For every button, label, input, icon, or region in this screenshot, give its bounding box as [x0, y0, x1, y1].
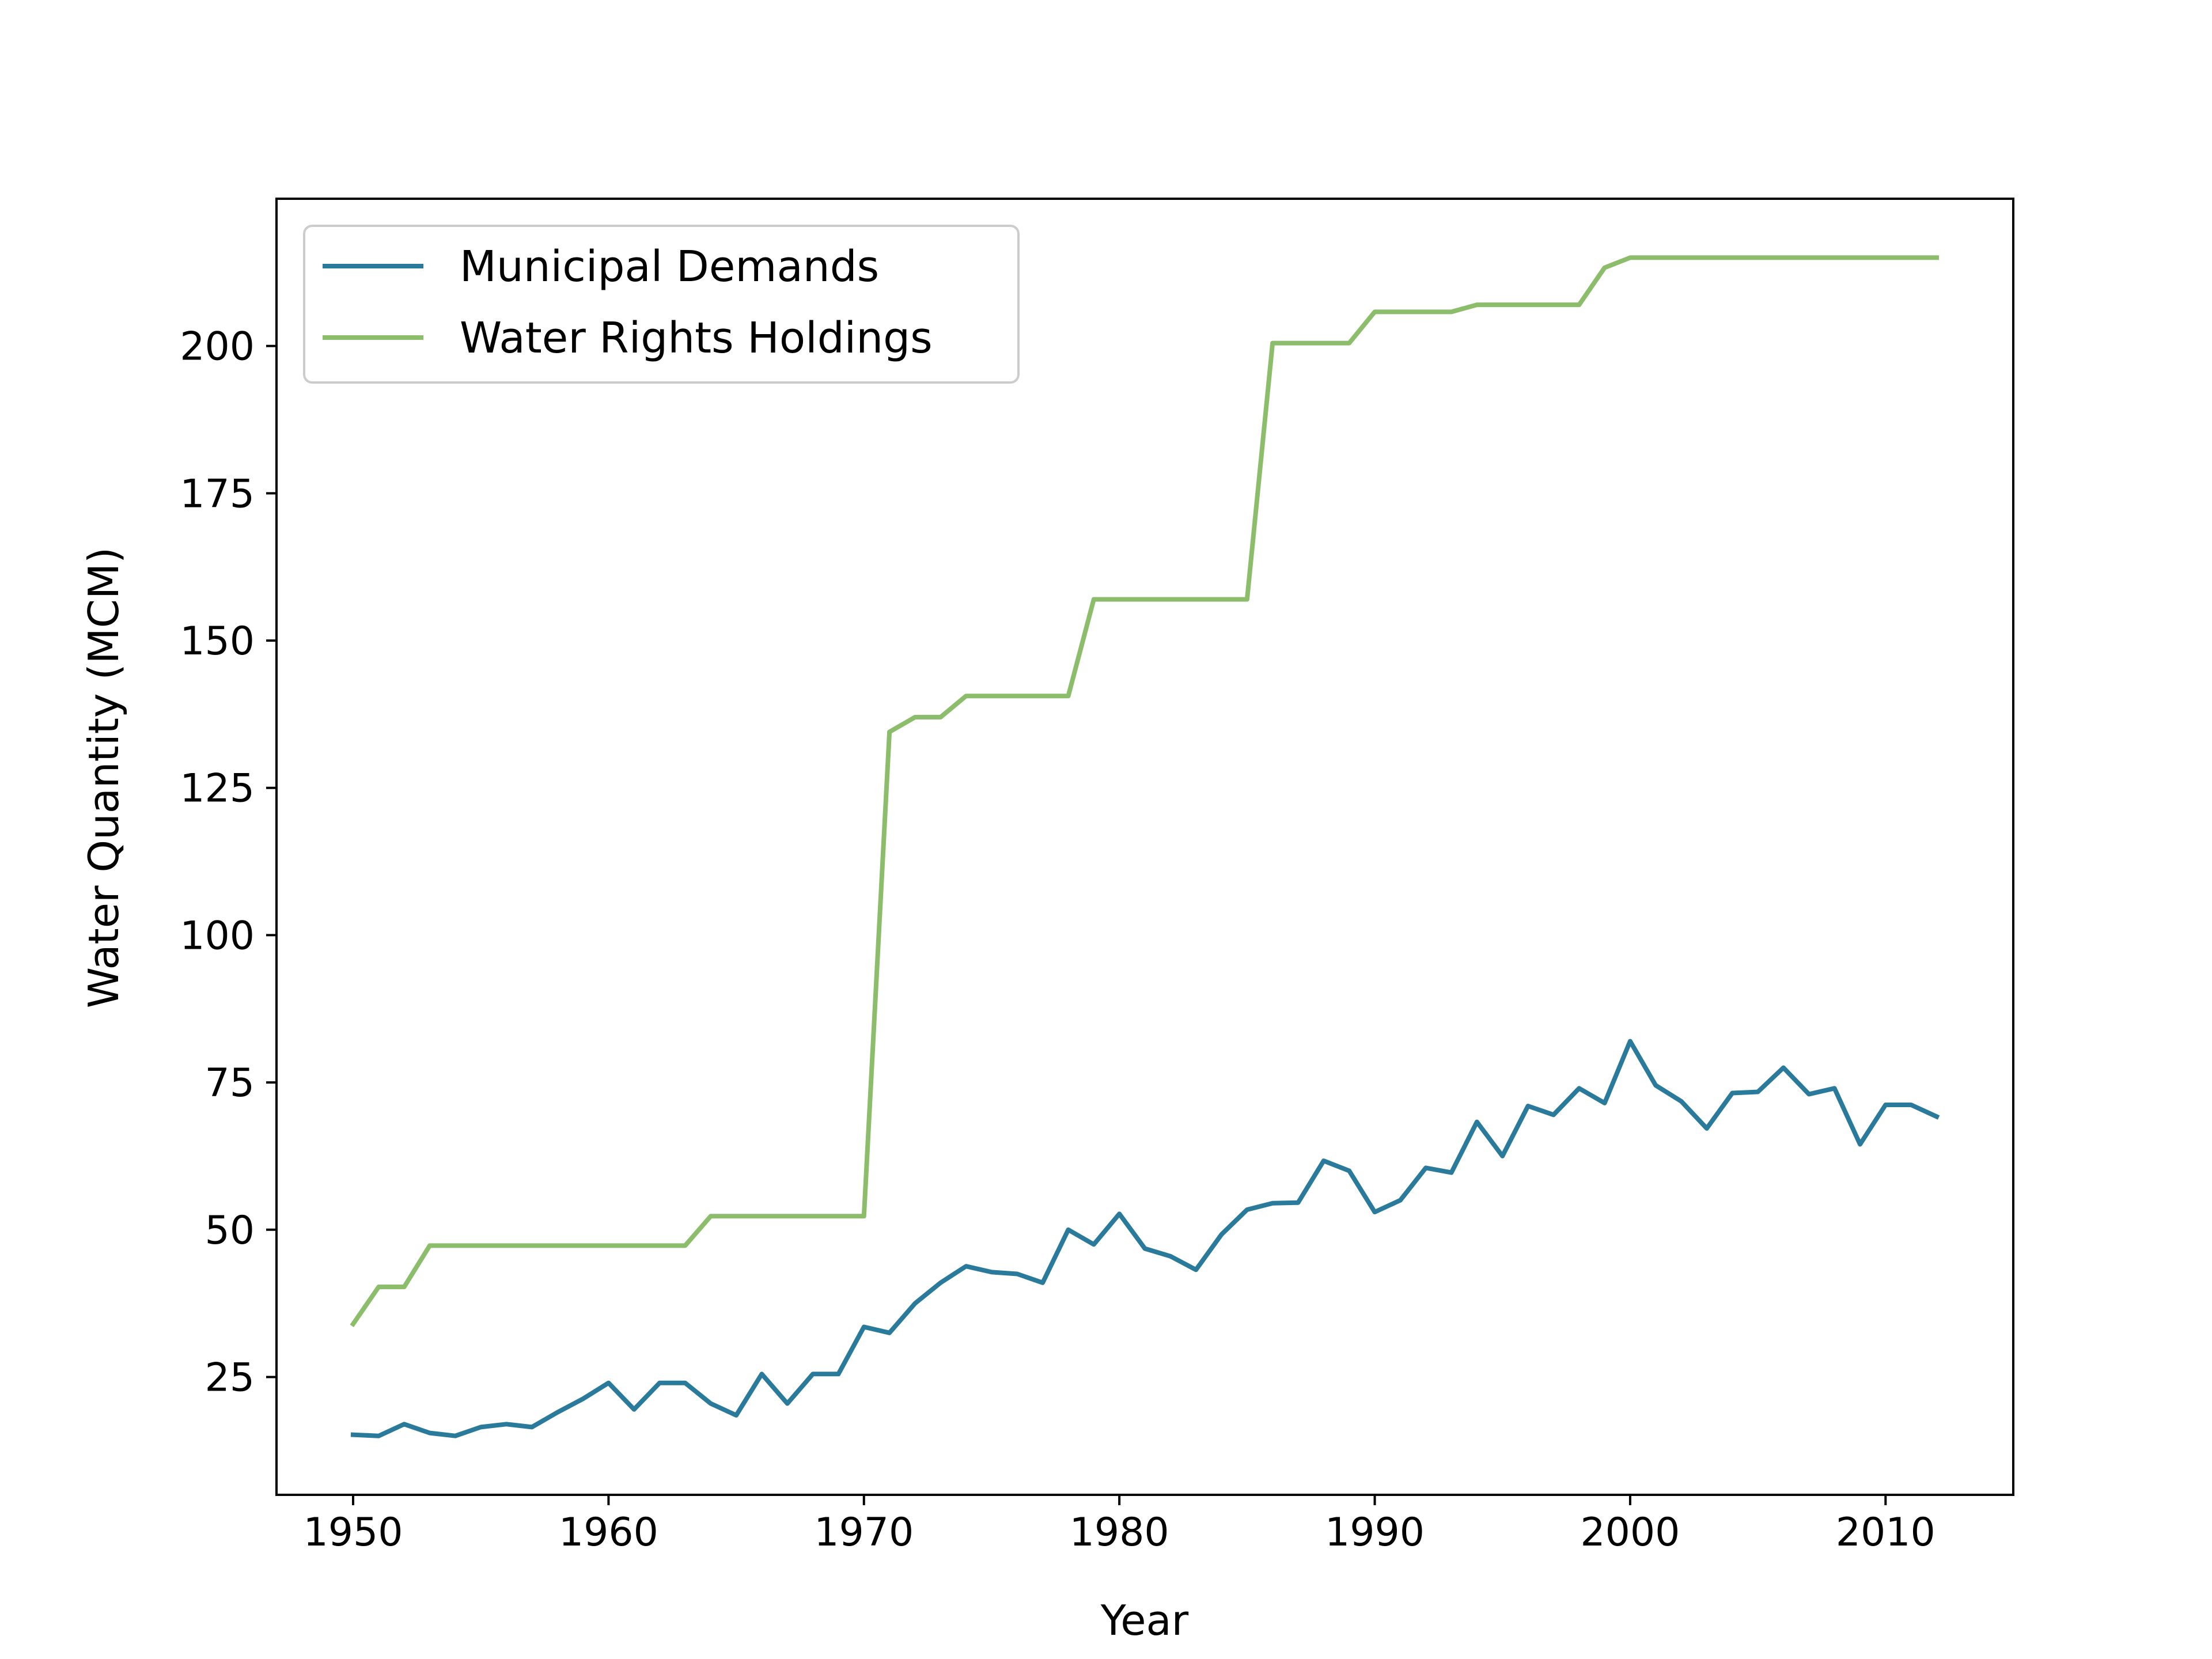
series-line-water-rights-holdings: [350, 255, 1939, 1327]
y-tick-label-125: 125: [180, 766, 255, 812]
x-ticks: 1950 1960 1970 1980 1990 2000 2010: [303, 1495, 1936, 1555]
series-line-municipal-demands: [350, 1039, 1940, 1438]
legend-label-municipal-demands: Municipal Demands: [460, 242, 879, 291]
y-tick-label-50: 50: [204, 1208, 255, 1253]
y-ticks: 25 50 75 100 125 150 175 200: [180, 324, 276, 1400]
legend-label-water-rights-holdings: Water Rights Holdings: [460, 313, 933, 363]
y-tick-label-175: 175: [180, 471, 255, 517]
y-tick-label-200: 200: [180, 324, 255, 370]
y-tick-label-25: 25: [204, 1355, 255, 1400]
x-tick-label-2000: 2000: [1580, 1510, 1680, 1555]
series-layer: [350, 255, 1940, 1438]
legend-box: [303, 225, 1020, 384]
y-axis-label: Water Quantity (MCM): [79, 547, 128, 1008]
y-tick-label-75: 75: [204, 1060, 255, 1106]
x-tick-label-1950: 1950: [303, 1510, 403, 1555]
x-tick-label-2010: 2010: [1836, 1510, 1936, 1555]
x-axis-label: Year: [1100, 1596, 1189, 1645]
x-tick-label-1990: 1990: [1325, 1510, 1425, 1555]
plot-frame: [275, 198, 2014, 1496]
y-tick-label-100: 100: [180, 913, 255, 959]
legend: Municipal Demands Water Rights Holdings: [303, 225, 1020, 384]
x-tick-label-1980: 1980: [1070, 1510, 1169, 1555]
y-tick-label-150: 150: [180, 619, 255, 664]
x-tick-label-1960: 1960: [559, 1510, 658, 1555]
x-tick-label-1970: 1970: [814, 1510, 914, 1555]
